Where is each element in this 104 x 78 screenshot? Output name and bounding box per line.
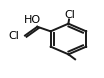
- Text: Cl: Cl: [8, 31, 19, 41]
- Text: Cl: Cl: [64, 10, 75, 20]
- Text: HO: HO: [24, 15, 41, 25]
